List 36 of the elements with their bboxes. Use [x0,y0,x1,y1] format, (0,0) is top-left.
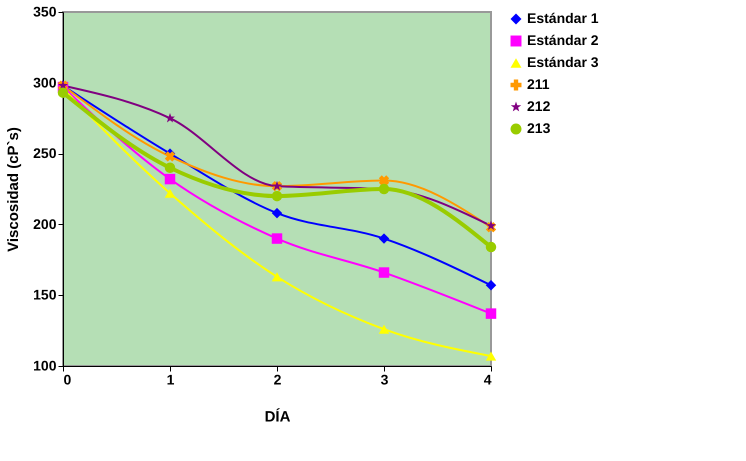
legend-label: Estándar 2 [527,32,599,48]
y-tick-label: 200 [33,216,57,232]
x-tick-label: 4 [484,372,492,388]
legend-label: Estándar 3 [527,54,599,70]
y-tick-label: 250 [33,145,57,162]
point [164,188,176,198]
point [272,208,282,218]
legend-label: 211 [527,76,550,92]
y-tick-label: 100 [33,358,57,374]
point [378,267,390,278]
point [165,112,175,122]
point [378,324,390,334]
legend-label: 213 [527,120,551,136]
point [164,162,176,173]
point [164,151,176,162]
x-axis-title: DÍA [264,408,291,426]
x-tick-label: 2 [274,372,282,388]
point [272,233,282,244]
x-tick-label: 0 [64,372,72,388]
x-tick-label: 3 [380,372,389,388]
point [486,242,496,252]
point [486,280,496,291]
point [486,352,496,361]
y-tick-label: 350 [33,4,57,20]
point [58,87,68,98]
x-tick-label: 1 [166,372,175,388]
point [486,308,496,319]
legend-label: Estándar 1 [527,10,599,26]
point [164,174,176,184]
point [272,190,282,202]
y-tick-label: 150 [33,286,57,303]
y-tick-label: 300 [33,74,57,90]
legend-label: 212 [527,98,551,114]
point [272,272,282,282]
point [378,233,390,244]
y-axis-title: Viscosidad (cP`s) [5,127,22,252]
